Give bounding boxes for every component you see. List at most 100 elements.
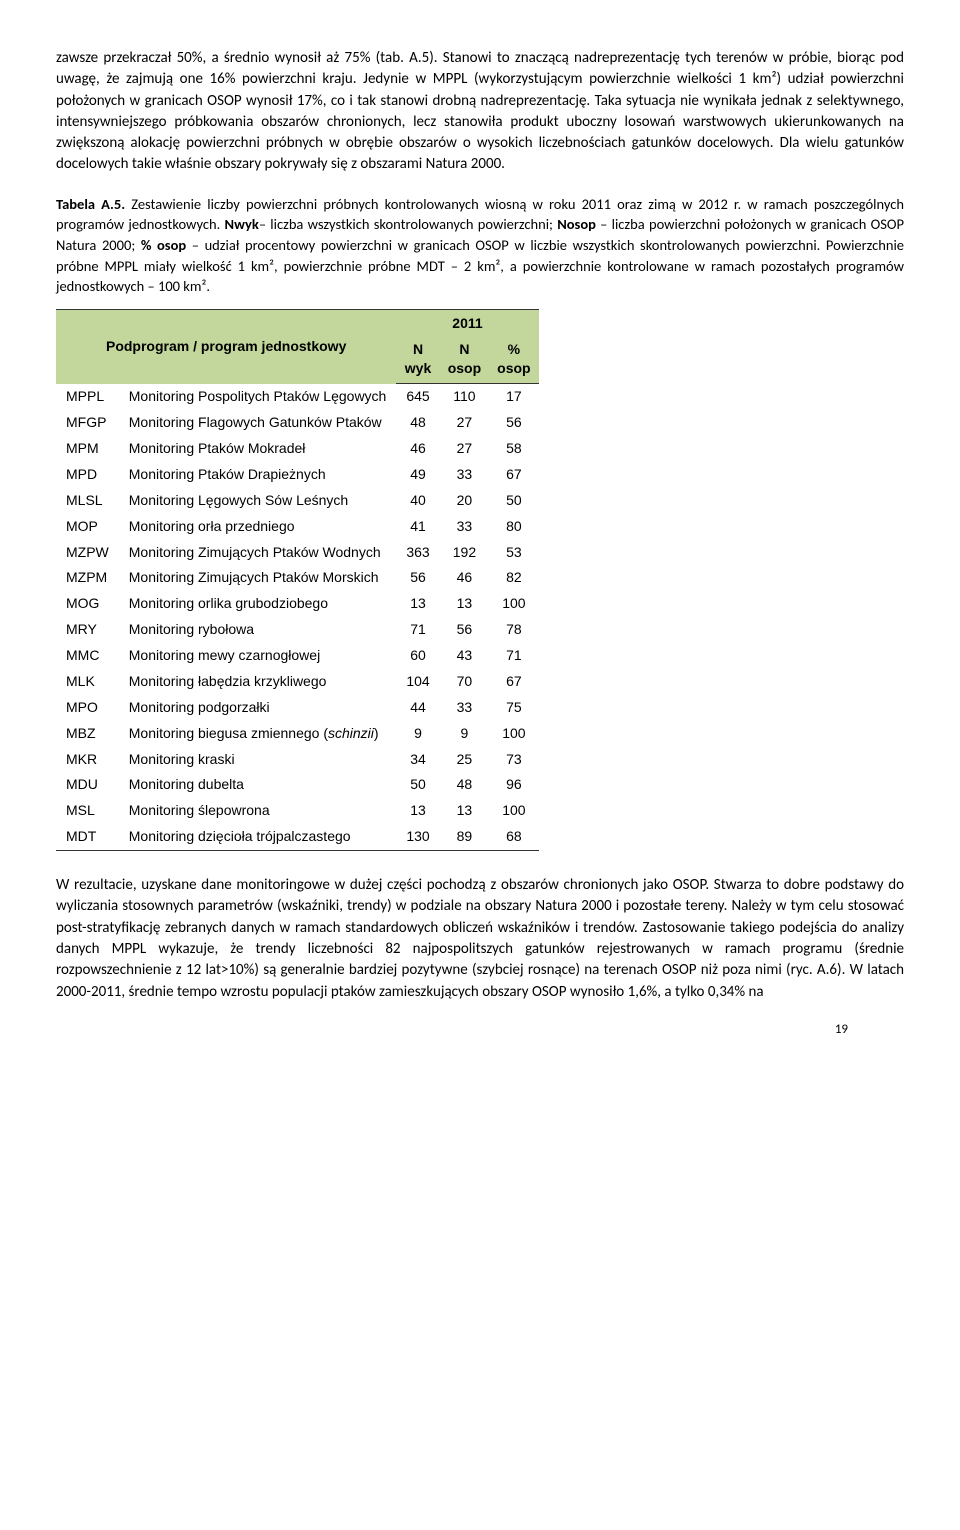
cell-code: MFGP — [56, 410, 119, 436]
table-row: MDTMonitoring dzięcioła trójpalczastego1… — [56, 824, 539, 850]
cell-nosop: 33 — [440, 695, 489, 721]
table-row: MPMMonitoring Ptaków Mokradeł462758 — [56, 436, 539, 462]
caption-lead: Tabela A.5. — [56, 195, 125, 213]
cell-nosop: 13 — [440, 798, 489, 824]
cell-name: Monitoring mewy czarnogłowej — [119, 643, 397, 669]
cell-nosop: 33 — [440, 462, 489, 488]
table-caption: Tabela A.5. Zestawienie liczby powierzch… — [56, 194, 904, 297]
table-row: MOPMonitoring orła przedniego413380 — [56, 514, 539, 540]
cell-name: Monitoring orlika grubodziobego — [119, 591, 397, 617]
cell-nwyk: 363 — [396, 540, 439, 566]
cell-code: MLSL — [56, 488, 119, 514]
cell-name: Monitoring podgorzałki — [119, 695, 397, 721]
caption-nwyk: Nwyk — [225, 215, 259, 233]
cell-nwyk: 44 — [396, 695, 439, 721]
cell-nwyk: 40 — [396, 488, 439, 514]
cell-nwyk: 104 — [396, 669, 439, 695]
cell-name: Monitoring Zimujących Ptaków Wodnych — [119, 540, 397, 566]
cell-nwyk: 56 — [396, 565, 439, 591]
cell-code: MLK — [56, 669, 119, 695]
cell-nosop: 13 — [440, 591, 489, 617]
cell-name: Monitoring biegusa zmiennego (schinzii) — [119, 721, 397, 747]
cell-pct: 58 — [489, 436, 538, 462]
cell-name: Monitoring Lęgowych Sów Leśnych — [119, 488, 397, 514]
cell-name: Monitoring Pospolitych Ptaków Lęgowych — [119, 384, 397, 410]
cell-name: Monitoring dzięcioła trójpalczastego — [119, 824, 397, 850]
cell-nosop: 33 — [440, 514, 489, 540]
table-row: MOGMonitoring orlika grubodziobego131310… — [56, 591, 539, 617]
table-row: MSLMonitoring ślepowrona1313100 — [56, 798, 539, 824]
cell-pct: 75 — [489, 695, 538, 721]
table-row: MLKMonitoring łabędzia krzykliwego104706… — [56, 669, 539, 695]
cell-nosop: 89 — [440, 824, 489, 850]
cell-pct: 56 — [489, 410, 538, 436]
cell-nosop: 20 — [440, 488, 489, 514]
cell-pct: 17 — [489, 384, 538, 410]
cell-nosop: 192 — [440, 540, 489, 566]
data-table: Podprogram / program jednostkowy 2011 Nw… — [56, 309, 539, 851]
cell-nwyk: 71 — [396, 617, 439, 643]
cell-pct: 80 — [489, 514, 538, 540]
table-row: MPDMonitoring Ptaków Drapieżnych493367 — [56, 462, 539, 488]
table-row: MPOMonitoring podgorzałki443375 — [56, 695, 539, 721]
cell-code: MRY — [56, 617, 119, 643]
table-row: MPPLMonitoring Pospolitych Ptaków Lęgowy… — [56, 384, 539, 410]
cell-nwyk: 60 — [396, 643, 439, 669]
cell-code: MZPM — [56, 565, 119, 591]
cell-nwyk: 48 — [396, 410, 439, 436]
cell-name: Monitoring kraski — [119, 747, 397, 773]
cell-nosop: 27 — [440, 410, 489, 436]
cell-pct: 67 — [489, 669, 538, 695]
cell-pct: 100 — [489, 591, 538, 617]
cell-pct: 68 — [489, 824, 538, 850]
cell-nwyk: 46 — [396, 436, 439, 462]
cell-pct: 100 — [489, 798, 538, 824]
cell-code: MPO — [56, 695, 119, 721]
body-paragraph-2: W rezultacie, uzyskane dane monitoringow… — [56, 875, 904, 1003]
header-nosop: Nosop — [440, 338, 489, 384]
cell-name: Monitoring Zimujących Ptaków Morskich — [119, 565, 397, 591]
cell-nwyk: 41 — [396, 514, 439, 540]
cell-pct: 73 — [489, 747, 538, 773]
cell-name: Monitoring łabędzia krzykliwego — [119, 669, 397, 695]
header-pct: %osop — [489, 338, 538, 384]
cell-code: MZPW — [56, 540, 119, 566]
cell-name: Monitoring rybołowa — [119, 617, 397, 643]
cell-pct: 50 — [489, 488, 538, 514]
table-row: MMCMonitoring mewy czarnogłowej604371 — [56, 643, 539, 669]
cell-nwyk: 130 — [396, 824, 439, 850]
body-paragraph-1: zawsze przekraczał 50%, a średnio wynosi… — [56, 48, 904, 176]
table-row: MBZMonitoring biegusa zmiennego (schinzi… — [56, 721, 539, 747]
cell-nosop: 43 — [440, 643, 489, 669]
caption-text-2: – liczba wszystkich skontrolowanych powi… — [259, 215, 557, 233]
table-row: MZPWMonitoring Zimujących Ptaków Wodnych… — [56, 540, 539, 566]
cell-code: MMC — [56, 643, 119, 669]
cell-nwyk: 13 — [396, 591, 439, 617]
cell-nwyk: 49 — [396, 462, 439, 488]
cell-pct: 100 — [489, 721, 538, 747]
cell-code: MSL — [56, 798, 119, 824]
cell-name: Monitoring Flagowych Gatunków Ptaków — [119, 410, 397, 436]
cell-pct: 96 — [489, 772, 538, 798]
header-year: 2011 — [396, 309, 538, 337]
caption-pct: % osop — [141, 236, 186, 254]
cell-nosop: 25 — [440, 747, 489, 773]
cell-nosop: 9 — [440, 721, 489, 747]
cell-nwyk: 645 — [396, 384, 439, 410]
cell-code: MKR — [56, 747, 119, 773]
cell-code: MBZ — [56, 721, 119, 747]
cell-code: MPD — [56, 462, 119, 488]
caption-nosop: Nosop — [557, 215, 596, 233]
cell-code: MOG — [56, 591, 119, 617]
table-row: MDUMonitoring dubelta504896 — [56, 772, 539, 798]
cell-code: MDU — [56, 772, 119, 798]
header-nwyk: Nwyk — [396, 338, 439, 384]
cell-nosop: 48 — [440, 772, 489, 798]
cell-name: Monitoring ślepowrona — [119, 798, 397, 824]
cell-nwyk: 34 — [396, 747, 439, 773]
cell-pct: 67 — [489, 462, 538, 488]
cell-name: Monitoring Ptaków Drapieżnych — [119, 462, 397, 488]
page-number: 19 — [835, 1021, 848, 1039]
cell-nosop: 110 — [440, 384, 489, 410]
table-row: MFGPMonitoring Flagowych Gatunków Ptaków… — [56, 410, 539, 436]
